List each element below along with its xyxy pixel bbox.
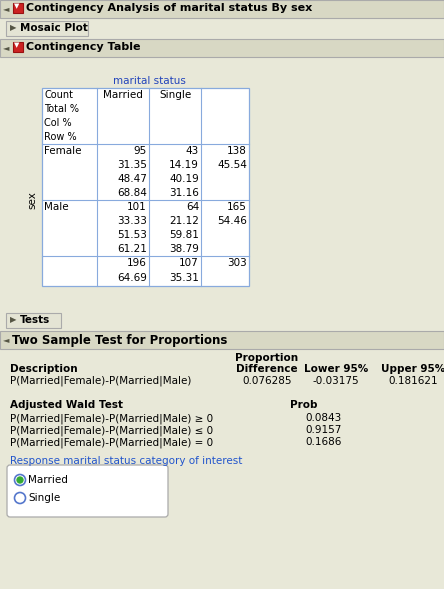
Text: -0.03175: -0.03175: [313, 376, 359, 386]
Text: 14.19: 14.19: [169, 160, 199, 170]
Text: ▶: ▶: [10, 315, 16, 324]
Text: 303: 303: [227, 258, 247, 268]
Text: Contingency Table: Contingency Table: [26, 42, 140, 52]
Text: Col %: Col %: [44, 118, 71, 128]
Text: P(Married|Female)-P(Married|Male) = 0: P(Married|Female)-P(Married|Male) = 0: [10, 437, 213, 448]
Bar: [13, 3, 23, 13]
Text: 43: 43: [186, 146, 199, 156]
Text: 64: 64: [186, 202, 199, 212]
Text: Contingency Analysis of marital status By sex: Contingency Analysis of marital status B…: [26, 3, 312, 13]
Text: ◄: ◄: [3, 5, 9, 14]
Text: Count: Count: [44, 90, 73, 100]
Text: 0.076285: 0.076285: [242, 376, 292, 386]
Text: 38.79: 38.79: [169, 244, 199, 254]
Text: 31.35: 31.35: [117, 160, 147, 170]
Text: Single: Single: [28, 493, 60, 503]
Text: Married: Married: [28, 475, 68, 485]
Text: P(Married|Female)-P(Married|Male) ≤ 0: P(Married|Female)-P(Married|Male) ≤ 0: [10, 425, 213, 435]
Text: 33.33: 33.33: [117, 216, 147, 226]
Text: 0.0843: 0.0843: [305, 413, 341, 423]
Text: 165: 165: [227, 202, 247, 212]
Text: Row %: Row %: [44, 132, 77, 142]
Text: Description: Description: [10, 364, 78, 374]
Bar: [13, 42, 23, 52]
Text: Total %: Total %: [44, 104, 79, 114]
Text: 40.19: 40.19: [169, 174, 199, 184]
Text: P(Married|Female)-P(Married|Male): P(Married|Female)-P(Married|Male): [10, 376, 191, 386]
Text: 59.81: 59.81: [169, 230, 199, 240]
Text: Male: Male: [44, 202, 69, 212]
Text: 31.16: 31.16: [169, 188, 199, 198]
Circle shape: [17, 477, 23, 483]
Text: 196: 196: [127, 258, 147, 268]
Text: 95: 95: [134, 146, 147, 156]
Text: sex: sex: [27, 191, 37, 209]
Text: P(Married|Female)-P(Married|Male) ≥ 0: P(Married|Female)-P(Married|Male) ≥ 0: [10, 413, 213, 423]
Bar: [0, 331, 444, 349]
Text: marital status: marital status: [113, 76, 186, 86]
Text: 51.53: 51.53: [117, 230, 147, 240]
Text: Upper 95%: Upper 95%: [381, 364, 444, 374]
Text: 21.12: 21.12: [169, 216, 199, 226]
Text: Response marital status category of interest: Response marital status category of inte…: [10, 456, 242, 466]
Text: Female: Female: [44, 146, 82, 156]
Text: Mosaic Plot: Mosaic Plot: [20, 23, 88, 33]
Text: 0.9157: 0.9157: [305, 425, 341, 435]
Bar: [0, 39, 444, 57]
Text: 64.69: 64.69: [117, 273, 147, 283]
Text: 68.84: 68.84: [117, 188, 147, 198]
Bar: [42, 88, 249, 286]
Text: 107: 107: [179, 258, 199, 268]
Circle shape: [15, 492, 25, 504]
Text: 101: 101: [127, 202, 147, 212]
Text: 0.1686: 0.1686: [305, 437, 341, 447]
Text: ▶: ▶: [10, 23, 16, 32]
Text: Tests: Tests: [20, 315, 50, 325]
Text: Two Sample Test for Proportions: Two Sample Test for Proportions: [12, 334, 227, 347]
Text: Proportion: Proportion: [235, 353, 298, 363]
Bar: [6, 313, 61, 328]
Text: Adjusted Wald Test: Adjusted Wald Test: [10, 400, 123, 410]
Circle shape: [15, 475, 25, 485]
Bar: [0, 0, 444, 18]
Text: 61.21: 61.21: [117, 244, 147, 254]
Text: Married: Married: [103, 90, 143, 100]
Text: ▼: ▼: [14, 4, 20, 9]
Text: ◄: ◄: [3, 44, 9, 52]
Text: ▼: ▼: [14, 42, 20, 48]
Text: ◄: ◄: [3, 336, 9, 345]
FancyBboxPatch shape: [7, 465, 168, 517]
Text: 0.181621: 0.181621: [388, 376, 438, 386]
Text: 45.54: 45.54: [217, 160, 247, 170]
Text: Difference: Difference: [236, 364, 298, 374]
Text: Prob: Prob: [290, 400, 317, 410]
Text: Lower 95%: Lower 95%: [304, 364, 368, 374]
Text: 54.46: 54.46: [217, 216, 247, 226]
Text: 138: 138: [227, 146, 247, 156]
Text: Single: Single: [159, 90, 191, 100]
Bar: [6, 21, 88, 36]
Text: 35.31: 35.31: [169, 273, 199, 283]
Text: 48.47: 48.47: [117, 174, 147, 184]
